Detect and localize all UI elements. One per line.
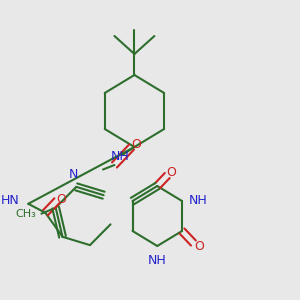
Text: NH: NH [148,254,167,266]
Text: HN: HN [1,194,20,207]
Text: N: N [69,168,78,181]
Text: O: O [131,137,141,151]
Text: O: O [167,166,176,179]
Text: CH₃: CH₃ [15,209,36,219]
Text: NH: NH [189,194,208,208]
Text: O: O [56,193,66,206]
Text: O: O [194,239,204,253]
Text: NH: NH [111,149,130,163]
